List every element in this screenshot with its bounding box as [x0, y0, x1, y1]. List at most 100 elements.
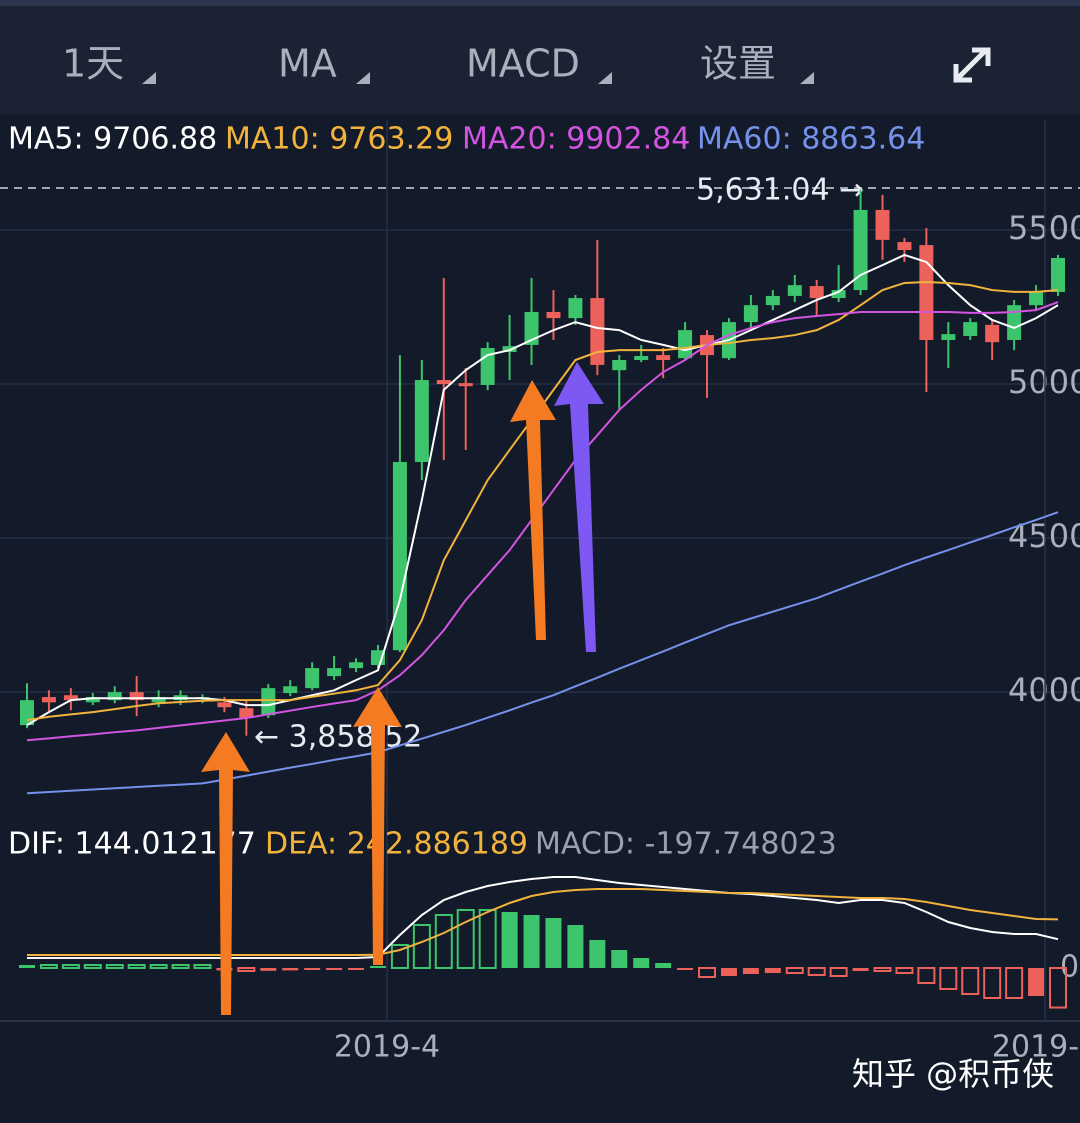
macd-bar [545, 918, 562, 968]
candle-body [678, 330, 693, 359]
macd-bar [456, 909, 475, 969]
candle-body [941, 334, 956, 340]
candle-body [261, 688, 276, 716]
macd-bar [567, 925, 584, 968]
legend-entry: DEA: 242.886189 [265, 827, 528, 862]
candle-body [743, 305, 758, 323]
legend-entry: MA5: 9706.88 [8, 122, 217, 157]
plot-layer: 4000 4500 5000 5500 2019-4 2019-5 MA5: 9706.88… [0, 120, 1080, 1065]
candle-body [327, 668, 342, 677]
candle-body [524, 311, 539, 345]
macd-bar [434, 914, 453, 969]
macd-bar [501, 912, 518, 968]
candle-body [239, 708, 254, 719]
candle-body [63, 695, 78, 701]
macd-bar [655, 963, 672, 968]
macd-bar [149, 964, 168, 969]
candle-body [985, 324, 1000, 343]
macd-bar [895, 967, 914, 974]
macd-bar [369, 966, 386, 968]
macd-bar [304, 968, 321, 970]
toolbar-item[interactable]: 设置 [700, 42, 776, 86]
candle-body [217, 702, 232, 708]
toolbar-item[interactable]: MACD [466, 42, 580, 86]
macd-bar [282, 968, 299, 971]
macd-bar [348, 968, 365, 970]
macd-bar [19, 965, 35, 968]
dropdown-icon [356, 72, 370, 84]
candle-body [436, 380, 451, 385]
macd-bar [193, 964, 212, 969]
macd-bar [105, 964, 124, 969]
candle-body [414, 380, 429, 462]
y-tick-label: 5000 [1008, 363, 1080, 401]
min-label: ← 3,858.52 [254, 720, 422, 755]
candle-body [634, 356, 649, 361]
x-tick-label: 2019-5 [992, 1030, 1080, 1065]
macd-bar [785, 967, 804, 974]
candle-body [283, 686, 298, 694]
macd-bar [237, 967, 256, 972]
y-tick-label: 4500 [1008, 517, 1080, 555]
candle-body [590, 298, 605, 365]
macd-bar [478, 909, 497, 969]
candle-body [349, 662, 364, 669]
candle-body [1007, 305, 1022, 340]
macd-bar [1049, 967, 1067, 1009]
toolbar [0, 0, 1080, 115]
y-tick-label: 5500 [1008, 209, 1080, 247]
legend-entry: MACD: -197.748023 [535, 827, 837, 862]
y-tick-label: 0 [1060, 950, 1079, 985]
macd-bar [807, 967, 826, 976]
legend-entry: DIF: 144.012177 [8, 827, 256, 862]
candle-body [765, 295, 780, 306]
macd-bar [917, 967, 936, 984]
macd-bar [61, 964, 80, 969]
candle-body [875, 209, 890, 240]
candle-body [458, 383, 473, 387]
watermark: 知乎 @积币侠 [852, 1055, 1054, 1093]
candle-body [107, 692, 122, 701]
toolbar-item[interactable]: MA [278, 42, 337, 86]
candle-body [546, 311, 561, 319]
macd-bar [523, 915, 540, 968]
candle-body [1051, 258, 1065, 292]
macd-bar [742, 968, 759, 974]
candle-body [919, 245, 934, 340]
macd-bar [260, 968, 277, 971]
candle-body [831, 290, 846, 299]
ma-line [26, 511, 1059, 795]
candle-body [151, 697, 166, 703]
macd-bar [83, 964, 102, 969]
legend-entry: MA60: 8863.64 [697, 122, 925, 157]
macd-bar [961, 967, 980, 995]
legend-entry: MA20: 9902.84 [462, 122, 690, 157]
candle-body [1029, 291, 1044, 306]
macd-bar [764, 968, 781, 973]
dropdown-icon [800, 72, 814, 84]
macd-bar [983, 967, 1002, 999]
macd-bar [829, 967, 848, 977]
macd-bar [216, 968, 233, 971]
y-tick-label: 4000 [1008, 671, 1080, 709]
macd-bar [611, 950, 628, 968]
macd-bar [127, 964, 146, 969]
macd-bar [412, 924, 431, 969]
candle-body [568, 298, 583, 319]
macd-bar [698, 967, 717, 978]
macd-bar [589, 940, 606, 968]
status-strip [0, 0, 1080, 6]
macd-line [27, 876, 1059, 959]
candle-body [897, 242, 912, 251]
candle-body [85, 697, 100, 703]
dropdown-icon [142, 72, 156, 84]
fullscreen-icon[interactable] [953, 47, 991, 83]
macd-bar [1028, 968, 1045, 996]
toolbar-item[interactable]: 1天 [62, 42, 124, 86]
candle-body [656, 355, 671, 361]
candle-body [787, 285, 802, 296]
x-tick-label: 2019-4 [334, 1030, 440, 1065]
macd-line [27, 888, 1059, 956]
macd-bar [326, 968, 343, 970]
